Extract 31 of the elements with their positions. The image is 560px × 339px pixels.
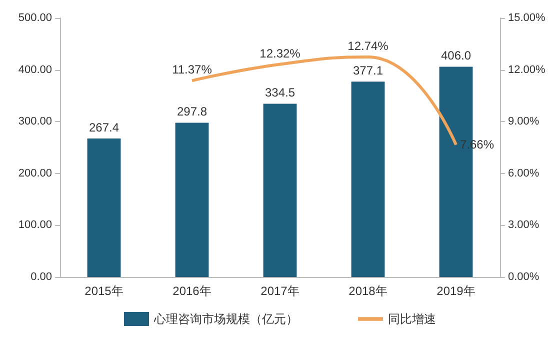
data-label: 334.5 bbox=[264, 86, 296, 100]
x-tick-label: 2019年 bbox=[436, 284, 476, 298]
y2-tick-label: 9.00% bbox=[508, 116, 540, 128]
y-tick-label: 400.00 bbox=[18, 64, 52, 76]
bar bbox=[351, 82, 385, 277]
data-label: 297.8 bbox=[176, 104, 208, 119]
y2-tick-label: 3.00% bbox=[508, 219, 540, 232]
legend-label: 心理咨询市场规模（亿元） bbox=[153, 312, 298, 326]
data-label: 377.1 bbox=[352, 64, 384, 78]
y2-tick-label: 0.00% bbox=[508, 271, 540, 283]
bar bbox=[175, 122, 209, 277]
data-label: 267.4 bbox=[88, 120, 120, 134]
data-label: 11.37% bbox=[172, 62, 212, 77]
y2-tick-label: 15.00% bbox=[508, 12, 546, 24]
data-label: 12.74% bbox=[348, 39, 389, 54]
y-tick-label: 500.00 bbox=[18, 12, 52, 24]
y-tick-label: 0.00 bbox=[30, 271, 52, 283]
y2-tick-label: 12.00% bbox=[508, 64, 546, 76]
x-tick-label: 2017年 bbox=[260, 284, 300, 298]
x-tick-label: 2018年 bbox=[348, 284, 388, 298]
bar bbox=[263, 104, 297, 277]
bar bbox=[87, 138, 121, 277]
x-tick-label: 2015年 bbox=[84, 284, 124, 298]
data-label: 406.0 bbox=[440, 48, 472, 63]
y2-tick-label: 6.00% bbox=[508, 167, 540, 180]
y-tick-label: 200.00 bbox=[18, 167, 52, 180]
x-tick-label: 2016年 bbox=[172, 284, 212, 298]
y-tick-label: 100.00 bbox=[18, 219, 52, 232]
data-label: 12.32% bbox=[260, 46, 301, 60]
y-tick-label: 300.00 bbox=[18, 116, 52, 128]
legend-label: 同比增速 bbox=[388, 312, 436, 326]
